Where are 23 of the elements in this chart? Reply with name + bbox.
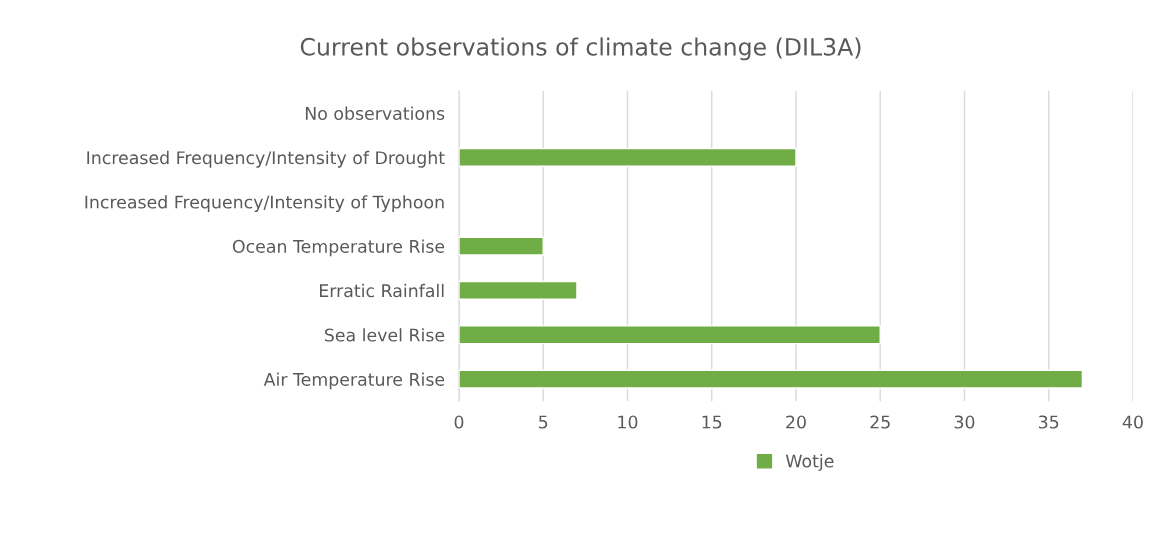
y-tick-label: Increased Frequency/Intensity of Drought [87, 150, 445, 168]
bar [458, 147, 797, 168]
x-tick-label: 25 [870, 415, 890, 429]
y-tick-label: Ocean Temperature Rise [232, 239, 445, 257]
y-tick-label: Increased Frequency/Intensity of Typhoon [85, 195, 444, 212]
chart-title: Current observations of climate change (DIL3A) [300, 37, 861, 61]
x-tick-label: 35 [1038, 415, 1059, 429]
y-tick-label: Sea level Rise [324, 328, 445, 342]
y-tick-label: No observations [305, 106, 445, 120]
bar [458, 236, 544, 256]
x-tick-label: 30 [954, 415, 975, 429]
x-tick-label: 20 [786, 415, 806, 429]
y-tick-label: Air Temperature Rise [263, 372, 445, 390]
bar [458, 325, 881, 345]
legend-label: Wotje [785, 454, 834, 471]
bar [458, 369, 1084, 389]
x-tick-label: 15 [702, 415, 722, 429]
x-tick-label: 5 [539, 415, 548, 429]
x-tick-label: 0 [454, 415, 464, 429]
x-tick-label: 10 [618, 415, 638, 429]
y-tick-label: Erratic Rainfall [320, 283, 444, 298]
x-tick-label: 40 [1122, 415, 1143, 429]
bar [458, 280, 578, 300]
